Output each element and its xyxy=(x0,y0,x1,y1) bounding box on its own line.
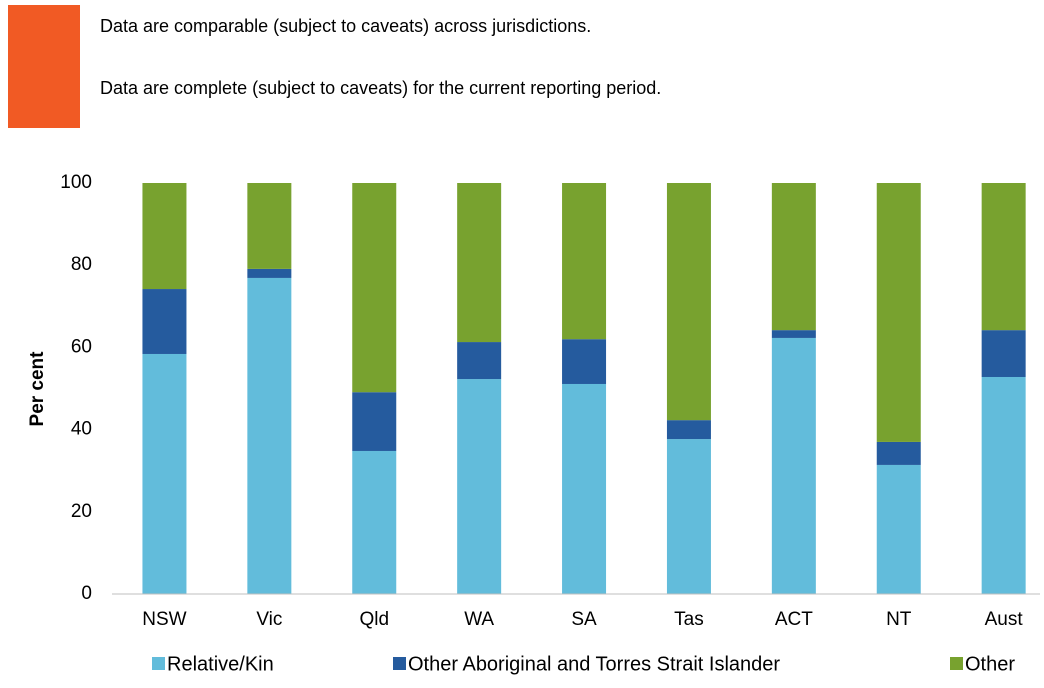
bar-segment xyxy=(666,420,711,440)
bar-segment xyxy=(457,342,502,380)
bar-segment xyxy=(142,183,187,290)
x-tick-label: NSW xyxy=(142,609,186,630)
bar-segment xyxy=(457,379,502,594)
bar-segment xyxy=(771,337,816,594)
legend-swatch xyxy=(950,657,963,670)
x-tick-label: ACT xyxy=(775,609,813,630)
y-tick-label: 100 xyxy=(60,172,92,193)
bar-segment xyxy=(562,183,607,340)
legend-swatch xyxy=(152,657,165,670)
y-tick-label: 80 xyxy=(71,254,92,275)
legend-label: Relative/Kin xyxy=(167,653,274,675)
bar-segment xyxy=(352,183,397,393)
bar-segment xyxy=(247,277,292,594)
note: Data are comparable (subject to caveats)… xyxy=(100,16,591,36)
bar-segment xyxy=(981,376,1026,594)
bar-segment xyxy=(457,183,502,343)
x-tick-label: Tas xyxy=(674,609,704,630)
y-tick-label: 20 xyxy=(71,501,92,522)
x-tick-label: Qld xyxy=(359,609,389,630)
bar-segment xyxy=(562,339,607,384)
bar-segment xyxy=(247,268,292,278)
bar-segment xyxy=(771,330,816,338)
y-axis-label: Per cent xyxy=(27,351,48,427)
y-tick-label: 60 xyxy=(71,336,92,357)
note: Data are complete (subject to caveats) f… xyxy=(100,78,661,98)
bar-segment xyxy=(981,330,1026,377)
legend-label: Other Aboriginal and Torres Strait Islan… xyxy=(408,653,780,675)
bar-segment xyxy=(142,353,187,594)
bar-segment xyxy=(352,392,397,451)
y-tick-label: 40 xyxy=(71,419,92,440)
bar-segment xyxy=(981,183,1026,331)
bar-segment xyxy=(142,289,187,354)
x-tick-label: NT xyxy=(886,609,912,630)
bar-segment xyxy=(247,183,292,269)
bar-segment xyxy=(666,183,711,421)
legend-swatch xyxy=(393,657,406,670)
bar-segment xyxy=(352,450,397,594)
x-tick-label: SA xyxy=(571,609,597,630)
x-tick-label: Vic xyxy=(256,609,282,630)
bar-segment xyxy=(876,464,921,594)
bar-segment xyxy=(876,441,921,465)
y-tick-label: 0 xyxy=(81,583,92,604)
bar-segment xyxy=(562,383,607,594)
status-icon xyxy=(8,5,80,128)
x-tick-label: WA xyxy=(464,609,494,630)
legend-label: Other xyxy=(965,653,1015,675)
x-tick-label: Aust xyxy=(985,609,1024,630)
bar-segment xyxy=(666,439,711,594)
bar-segment xyxy=(771,183,816,331)
bar-segment xyxy=(876,183,921,442)
